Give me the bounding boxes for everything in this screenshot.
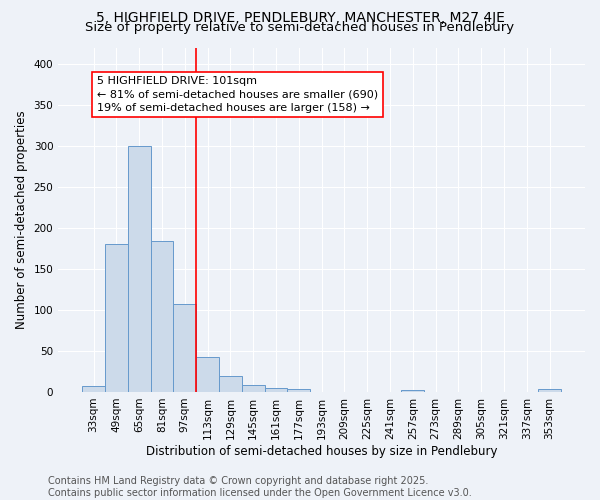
Bar bbox=[287, 390, 310, 392]
Bar bbox=[265, 388, 287, 392]
Bar bbox=[105, 244, 128, 392]
Text: Size of property relative to semi-detached houses in Pendlebury: Size of property relative to semi-detach… bbox=[85, 22, 515, 35]
Bar bbox=[242, 386, 265, 392]
Bar bbox=[82, 386, 105, 392]
Bar bbox=[401, 390, 424, 392]
Bar bbox=[128, 146, 151, 392]
Y-axis label: Number of semi-detached properties: Number of semi-detached properties bbox=[15, 110, 28, 329]
Text: 5 HIGHFIELD DRIVE: 101sqm
← 81% of semi-detached houses are smaller (690)
19% of: 5 HIGHFIELD DRIVE: 101sqm ← 81% of semi-… bbox=[97, 76, 378, 112]
Text: 5, HIGHFIELD DRIVE, PENDLEBURY, MANCHESTER, M27 4JE: 5, HIGHFIELD DRIVE, PENDLEBURY, MANCHEST… bbox=[95, 11, 505, 25]
Bar bbox=[196, 356, 219, 392]
Bar bbox=[173, 304, 196, 392]
Bar bbox=[151, 241, 173, 392]
Bar bbox=[219, 376, 242, 392]
X-axis label: Distribution of semi-detached houses by size in Pendlebury: Distribution of semi-detached houses by … bbox=[146, 444, 497, 458]
Text: Contains HM Land Registry data © Crown copyright and database right 2025.
Contai: Contains HM Land Registry data © Crown c… bbox=[48, 476, 472, 498]
Bar bbox=[538, 388, 561, 392]
